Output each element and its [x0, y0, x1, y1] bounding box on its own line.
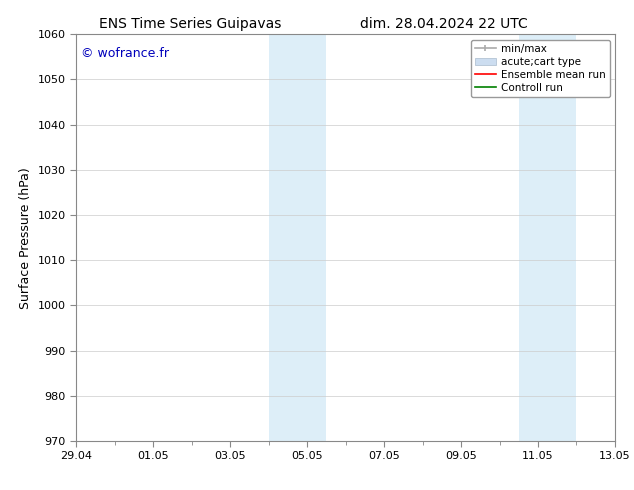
- Bar: [288, 34, 327, 441]
- Y-axis label: Surface Pressure (hPa): Surface Pressure (hPa): [19, 167, 32, 309]
- Bar: [519, 34, 538, 441]
- Text: dim. 28.04.2024 22 UTC: dim. 28.04.2024 22 UTC: [360, 17, 527, 31]
- Text: ENS Time Series Guipavas: ENS Time Series Guipavas: [99, 17, 281, 31]
- Bar: [538, 34, 576, 441]
- Text: © wofrance.fr: © wofrance.fr: [81, 47, 169, 59]
- Legend: min/max, acute;cart type, Ensemble mean run, Controll run: min/max, acute;cart type, Ensemble mean …: [470, 40, 610, 97]
- Bar: [269, 34, 288, 441]
